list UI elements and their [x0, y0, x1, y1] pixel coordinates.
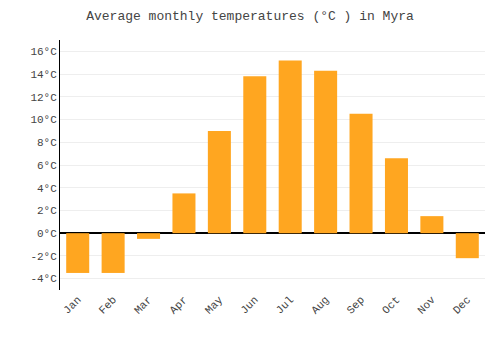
svg-text:10°C: 10°C — [30, 114, 57, 126]
svg-text:May: May — [203, 294, 226, 317]
svg-text:2°C: 2°C — [37, 205, 57, 217]
svg-text:6°C: 6°C — [37, 160, 57, 172]
svg-text:4°C: 4°C — [37, 183, 57, 195]
svg-text:Nov: Nov — [415, 294, 438, 317]
svg-text:Aug: Aug — [309, 294, 331, 316]
svg-text:16°C: 16°C — [30, 46, 57, 58]
svg-text:Jan: Jan — [61, 294, 83, 316]
svg-text:Mar: Mar — [132, 294, 154, 316]
svg-text:Jun: Jun — [238, 294, 260, 316]
svg-text:0°C: 0°C — [37, 228, 57, 240]
svg-text:12°C: 12°C — [30, 92, 57, 104]
svg-text:14°C: 14°C — [30, 69, 57, 81]
svg-text:Dec: Dec — [451, 294, 473, 316]
svg-text:Jul: Jul — [274, 294, 296, 316]
svg-text:Average monthly temperatures (: Average monthly temperatures (°C ) in My… — [86, 9, 414, 24]
svg-text:-4°C: -4°C — [30, 273, 57, 285]
svg-text:Feb: Feb — [97, 294, 119, 316]
svg-text:Oct: Oct — [380, 294, 402, 316]
svg-text:Apr: Apr — [167, 294, 189, 316]
svg-text:8°C: 8°C — [37, 137, 57, 149]
svg-text:-2°C: -2°C — [30, 251, 57, 263]
svg-text:Sep: Sep — [345, 294, 367, 316]
